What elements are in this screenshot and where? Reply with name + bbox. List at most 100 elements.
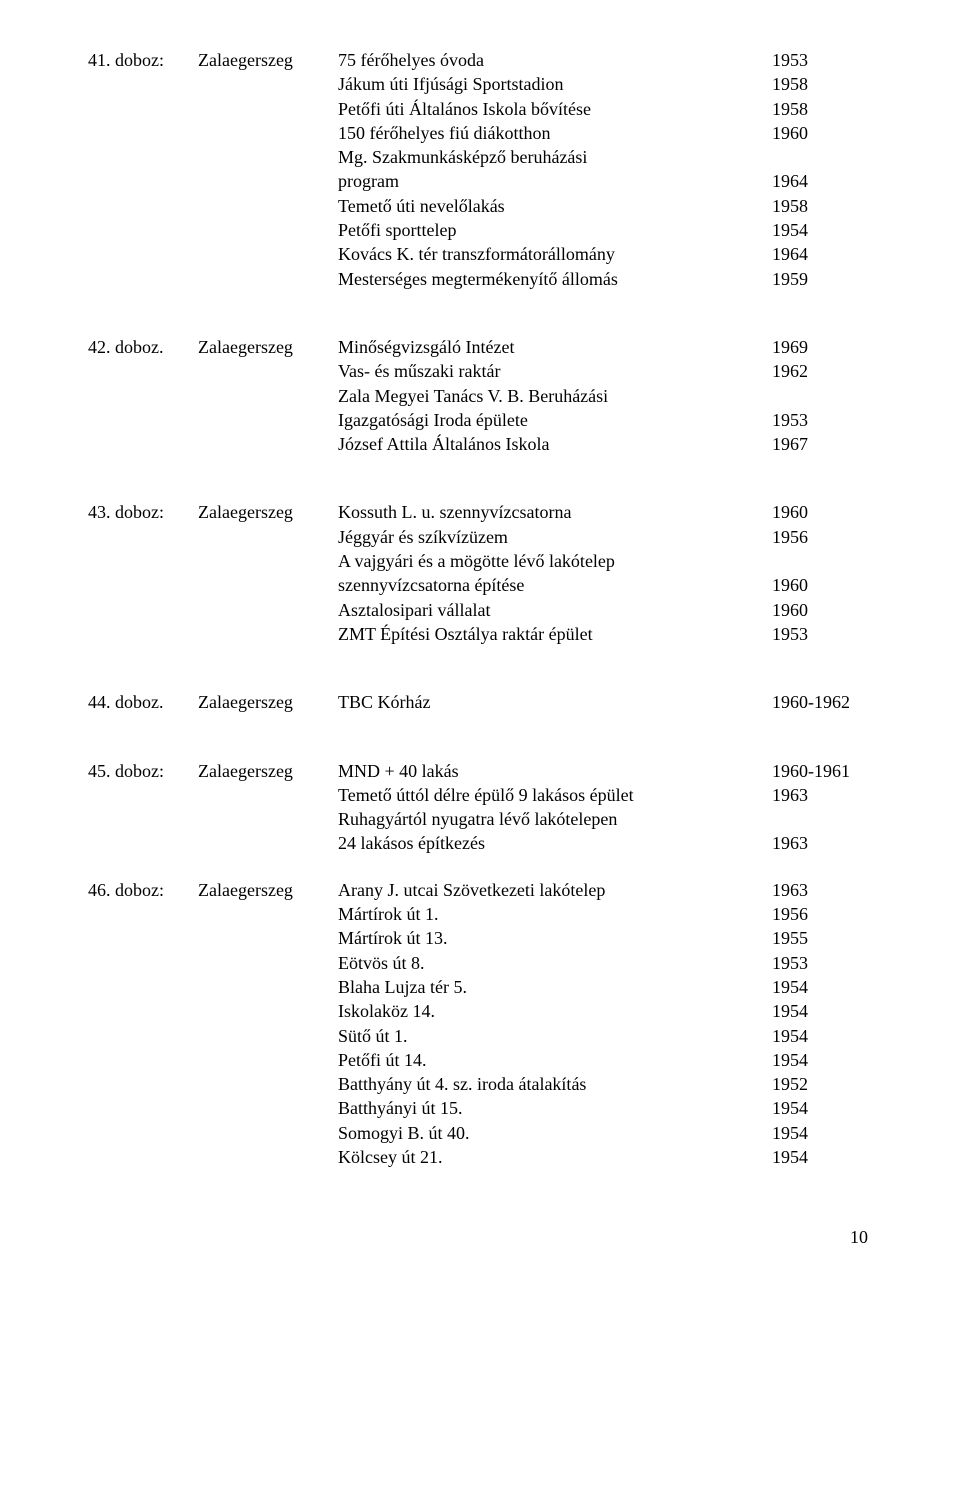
entry-desc: Somogyi B. út 40. <box>338 1121 772 1145</box>
table-row: Asztalosipari vállalat1960 <box>88 598 872 622</box>
entry-year: 1960-1961 <box>772 759 872 783</box>
table-row: Mesterséges megtermékenyítő állomás1959 <box>88 267 872 291</box>
location-label: Zalaegerszeg <box>198 500 338 524</box>
entry-desc: Arany J. utcai Szövetkezeti lakótelep <box>338 878 772 902</box>
location-label: Zalaegerszeg <box>198 335 338 359</box>
table-row: Petőfi úti Általános Iskola bővítése1958 <box>88 97 872 121</box>
document-page: 41. doboz: Zalaegerszeg 75 férőhelyes óv… <box>0 0 960 1298</box>
entry-year: 1954 <box>772 1145 872 1169</box>
entry-year: 1964 <box>772 169 872 193</box>
entry-desc: Batthyány út 4. sz. iroda átalakítás <box>338 1072 772 1096</box>
table-row: Mártírok út 13.1955 <box>88 926 872 950</box>
entry-desc: Kovács K. tér transzformátorállomány <box>338 242 772 266</box>
box-label: 44. doboz. <box>88 690 198 714</box>
entry-year: 1969 <box>772 335 872 359</box>
entry-year: 1954 <box>772 1121 872 1145</box>
table-row: Eötvös út 8.1953 <box>88 951 872 975</box>
table-row: 24 lakásos építkezés1963 <box>88 831 872 855</box>
section-44: 44. doboz. Zalaegerszeg TBC Kórház 1960-… <box>88 690 872 714</box>
location-label: Zalaegerszeg <box>198 48 338 72</box>
entry-year: 1954 <box>772 975 872 999</box>
entry-desc: Iskolaköz 14. <box>338 999 772 1023</box>
entry-year: 1963 <box>772 783 872 807</box>
entry-year: 1964 <box>772 242 872 266</box>
table-row: Ruhagyártól nyugatra lévő lakótelepen <box>88 807 872 831</box>
entry-desc: Asztalosipari vállalat <box>338 598 772 622</box>
entry-year: 1954 <box>772 218 872 242</box>
table-row: 150 férőhelyes fiú diákotthon1960 <box>88 121 872 145</box>
table-row: program1964 <box>88 169 872 193</box>
table-row: Blaha Lujza tér 5.1954 <box>88 975 872 999</box>
entry-desc: Mg. Szakmunkásképző beruházási <box>338 145 772 169</box>
entry-desc: Zala Megyei Tanács V. B. Beruházási <box>338 384 772 408</box>
box-label: 41. doboz: <box>88 48 198 72</box>
entry-desc: Petőfi úti Általános Iskola bővítése <box>338 97 772 121</box>
table-row: Sütő út 1.1954 <box>88 1024 872 1048</box>
table-row: Batthyányi út 15.1954 <box>88 1096 872 1120</box>
location-label: Zalaegerszeg <box>198 690 338 714</box>
entry-year: 1959 <box>772 267 872 291</box>
table-row: Zala Megyei Tanács V. B. Beruházási <box>88 384 872 408</box>
table-row: Jákum úti Ifjúsági Sportstadion1958 <box>88 72 872 96</box>
entry-year: 1954 <box>772 1096 872 1120</box>
entry-desc: Blaha Lujza tér 5. <box>338 975 772 999</box>
entry-desc: József Attila Általános Iskola <box>338 432 772 456</box>
entry-desc: szennyvízcsatorna építése <box>338 573 772 597</box>
entry-desc: Mesterséges megtermékenyítő állomás <box>338 267 772 291</box>
entry-desc: TBC Kórház <box>338 690 772 714</box>
table-row: szennyvízcsatorna építése1960 <box>88 573 872 597</box>
table-row: Temető úti nevelőlakás1958 <box>88 194 872 218</box>
table-row: 43. doboz: Zalaegerszeg Kossuth L. u. sz… <box>88 500 872 524</box>
table-row: A vajgyári és a mögötte lévő lakótelep <box>88 549 872 573</box>
entry-year: 1954 <box>772 1048 872 1072</box>
entry-year: 1960 <box>772 121 872 145</box>
table-row: Mártírok út 1.1956 <box>88 902 872 926</box>
box-label: 43. doboz: <box>88 500 198 524</box>
table-row: 46. doboz: Zalaegerszeg Arany J. utcai S… <box>88 878 872 902</box>
table-row: Batthyány út 4. sz. iroda átalakítás1952 <box>88 1072 872 1096</box>
entry-year: 1953 <box>772 622 872 646</box>
entry-year: 1952 <box>772 1072 872 1096</box>
entry-year: 1958 <box>772 72 872 96</box>
entry-year: 1956 <box>772 902 872 926</box>
entry-year: 1954 <box>772 1024 872 1048</box>
location-label: Zalaegerszeg <box>198 878 338 902</box>
entry-desc: Jákum úti Ifjúsági Sportstadion <box>338 72 772 96</box>
table-row: Igazgatósági Iroda épülete1953 <box>88 408 872 432</box>
entry-desc: 24 lakásos építkezés <box>338 831 772 855</box>
table-row: Temető úttól délre épülő 9 lakásos épüle… <box>88 783 872 807</box>
entry-desc: Batthyányi út 15. <box>338 1096 772 1120</box>
entry-desc: A vajgyári és a mögötte lévő lakótelep <box>338 549 772 573</box>
entry-desc: MND + 40 lakás <box>338 759 772 783</box>
box-label: 42. doboz. <box>88 335 198 359</box>
box-label: 45. doboz: <box>88 759 198 783</box>
entry-desc: Kölcsey út 21. <box>338 1145 772 1169</box>
entry-desc: Mártírok út 1. <box>338 902 772 926</box>
entry-year: 1953 <box>772 951 872 975</box>
section-45: 45. doboz: Zalaegerszeg MND + 40 lakás 1… <box>88 759 872 856</box>
entry-desc: program <box>338 169 772 193</box>
entry-desc: 150 férőhelyes fiú diákotthon <box>338 121 772 145</box>
entry-year: 1962 <box>772 359 872 383</box>
entry-desc: Ruhagyártól nyugatra lévő lakótelepen <box>338 807 772 831</box>
section-46: 46. doboz: Zalaegerszeg Arany J. utcai S… <box>88 878 872 1170</box>
table-row: József Attila Általános Iskola1967 <box>88 432 872 456</box>
entry-desc: Igazgatósági Iroda épülete <box>338 408 772 432</box>
section-41: 41. doboz: Zalaegerszeg 75 férőhelyes óv… <box>88 48 872 291</box>
entry-desc: 75 férőhelyes óvoda <box>338 48 772 72</box>
entry-year: 1956 <box>772 525 872 549</box>
table-row: Petőfi út 14.1954 <box>88 1048 872 1072</box>
table-row: Petőfi sporttelep1954 <box>88 218 872 242</box>
entry-desc: Temető úttól délre épülő 9 lakásos épüle… <box>338 783 772 807</box>
entry-year: 1967 <box>772 432 872 456</box>
entry-desc: Mártírok út 13. <box>338 926 772 950</box>
entry-desc: Temető úti nevelőlakás <box>338 194 772 218</box>
table-row: Iskolaköz 14.1954 <box>88 999 872 1023</box>
entry-year: 1958 <box>772 97 872 121</box>
entry-year: 1953 <box>772 408 872 432</box>
section-42: 42. doboz. Zalaegerszeg Minőségvizsgáló … <box>88 335 872 456</box>
table-row: Kölcsey út 21.1954 <box>88 1145 872 1169</box>
entry-desc: Sütő út 1. <box>338 1024 772 1048</box>
entry-desc: Petőfi sporttelep <box>338 218 772 242</box>
table-row: Somogyi B. út 40.1954 <box>88 1121 872 1145</box>
